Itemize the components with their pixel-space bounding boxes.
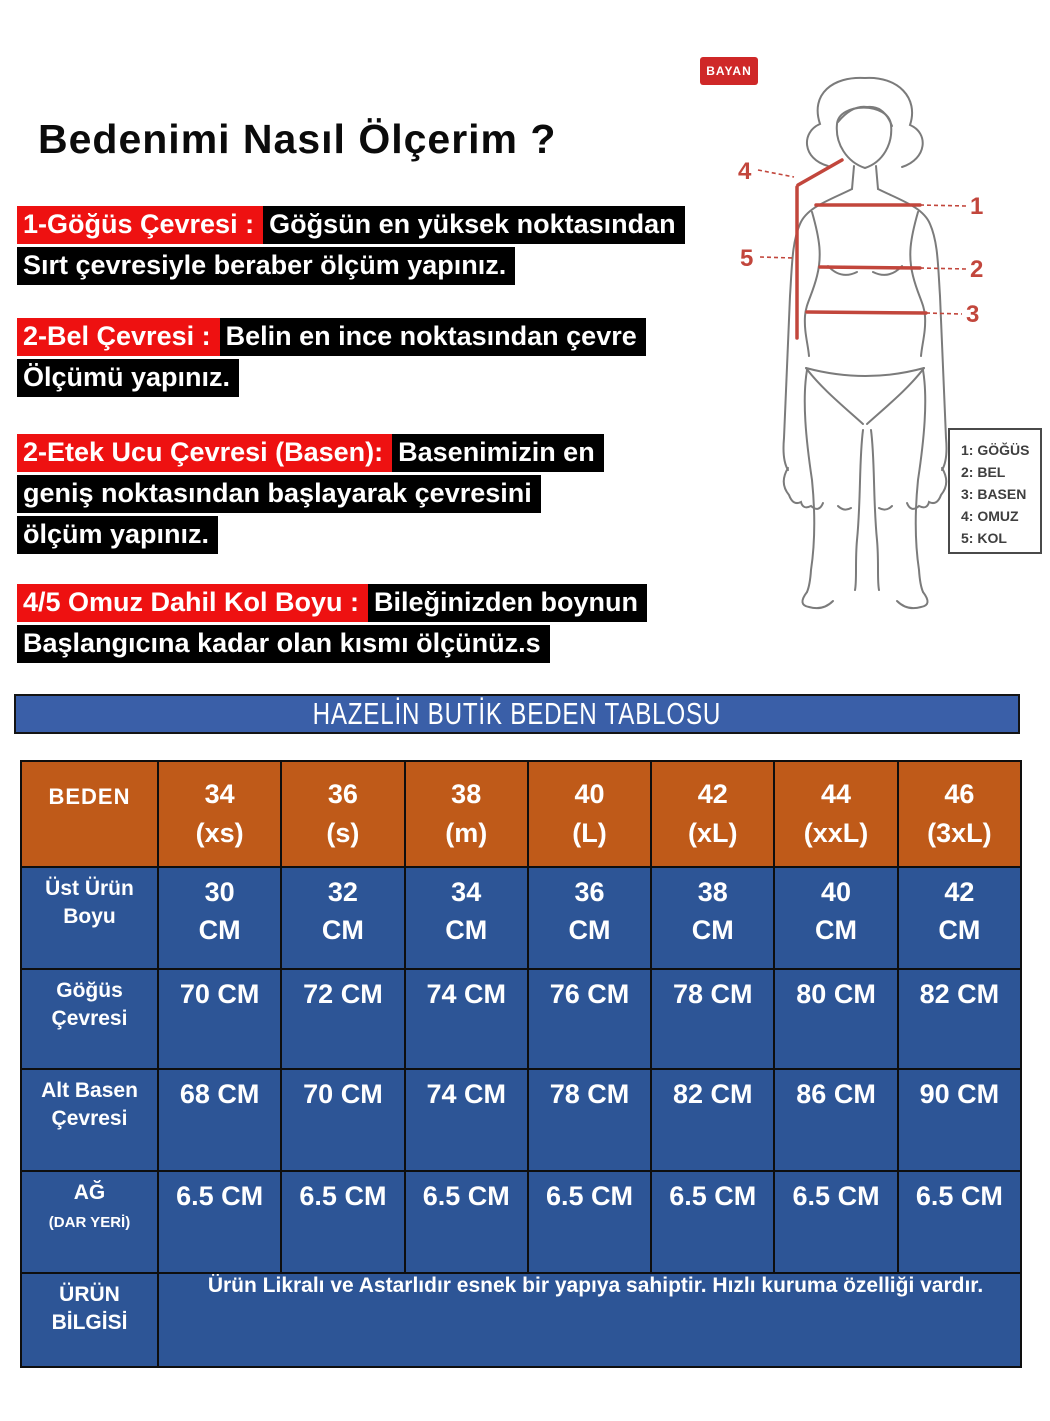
legend-item: 1: GÖĞÜS xyxy=(961,442,1030,458)
measurement-lines: 1 2 3 4 5 xyxy=(738,158,983,340)
table-cell: 36 CM xyxy=(526,866,653,970)
table-cell: 6.5 CM xyxy=(280,1170,406,1274)
instruction-heading: 4/5 Omuz Dahil Kol Boyu : xyxy=(17,584,369,622)
instruction-text: Belin en ince noktasından çevre xyxy=(219,318,646,356)
product-info-cell: Ürün Likralı ve Astarlıdır esnek bir yap… xyxy=(157,1272,1022,1368)
instruction-line: 2-Etek Ucu Çevresi (Basen): Basenimizin e… xyxy=(17,434,604,475)
table-cell: 80 CM xyxy=(773,968,899,1070)
table-cell: 82 CM xyxy=(896,968,1023,1070)
instruction-basen: 2-Etek Ucu Çevresi (Basen): Basenimizin e… xyxy=(17,434,604,557)
marker-4: 4 xyxy=(738,158,752,185)
row-label: Üst Ürün Boyu xyxy=(20,866,159,970)
table-cell: 6.5 CM xyxy=(773,1170,899,1274)
size-table: BEDEN 34 (xs) 36 (s) 38 (m) 40 (L) 42 (xL) 44… xyxy=(20,760,1023,1368)
instruction-text: Ölçümü yapınız. xyxy=(17,359,240,397)
instruction-text: Göğsün en yüksek noktasından xyxy=(263,206,685,244)
row-ust-urun-boyu: Üst Ürün Boyu 30 CM 32 CM 34 CM 36 CM 38 CM 40… xyxy=(20,866,1023,970)
table-cell: 72 CM xyxy=(280,968,406,1070)
table-cell: 30 CM xyxy=(156,866,283,970)
header-size-46: 46 (3xL) xyxy=(896,760,1023,868)
header-size-34: 34 (xs) xyxy=(156,760,283,868)
bayan-badge: BAYAN xyxy=(700,57,758,85)
size-table-title: HAZELİN BUTİK BEDEN TABLOSU xyxy=(312,696,722,731)
legend-item: 2: BEL xyxy=(961,464,1006,480)
instruction-heading: 1-Göğüs Çevresi : xyxy=(17,206,264,244)
header-size-44: 44 (xxL) xyxy=(773,760,899,868)
table-cell: 74 CM xyxy=(403,1068,529,1172)
instruction-bel: 2-Bel Çevresi : Belin en ince noktasından… xyxy=(17,318,646,400)
row-alt-basen-cevresi: Alt Basen Çevresi 68 CM 70 CM 74 CM 78 CM… xyxy=(20,1068,1023,1172)
instruction-line: 1-Göğüs Çevresi : Göğsün en yüksek noktas… xyxy=(17,206,685,247)
table-cell: 6.5 CM xyxy=(403,1170,529,1274)
legend-item: 5: KOL xyxy=(961,530,1007,546)
row-label: ÜRÜN BİLGİSİ xyxy=(20,1272,159,1368)
instruction-line: 2-Bel Çevresi : Belin en ince noktasından… xyxy=(17,318,646,359)
row-urun-bilgisi: ÜRÜN BİLGİSİ Ürün Likralı ve Astarlıdır e… xyxy=(20,1272,1022,1368)
instruction-text: Başlangıcına kadar olan kısmı ölçünüz.s xyxy=(17,625,550,663)
header-beden-cell: BEDEN xyxy=(20,760,159,868)
row-label: Alt Basen Çevresi xyxy=(20,1068,159,1172)
table-cell: 34 CM xyxy=(403,866,529,970)
table-cell: 6.5 CM xyxy=(156,1170,283,1274)
instruction-heading: 2-Bel Çevresi : xyxy=(17,318,220,356)
marker-5: 5 xyxy=(740,245,753,272)
table-cell: 68 CM xyxy=(156,1068,283,1172)
instruction-kol: 4/5 Omuz Dahil Kol Boyu : Bileğinizden bo… xyxy=(17,584,648,666)
table-cell: 78 CM xyxy=(650,968,776,1070)
row-gogus-cevresi: Göğüs Çevresi 70 CM 72 CM 74 CM 76 CM 78 … xyxy=(20,968,1023,1070)
instruction-line: Başlangıcına kadar olan kısmı ölçünüz.s xyxy=(17,625,647,666)
header-size-38: 38 (m) xyxy=(403,760,529,868)
row-label: Göğüs Çevresi xyxy=(20,968,159,1070)
table-cell: 90 CM xyxy=(896,1068,1023,1172)
table-cell: 32 CM xyxy=(280,866,406,970)
woman-outline-sketch xyxy=(782,76,948,610)
measurement-figure: 1 2 3 4 5 xyxy=(738,76,983,610)
instruction-line: 4/5 Omuz Dahil Kol Boyu : Bileğinizden bo… xyxy=(17,584,648,625)
instruction-heading: 2-Etek Ucu Çevresi (Basen): xyxy=(17,434,393,472)
table-header-row: BEDEN 34 (xs) 36 (s) 38 (m) 40 (L) 42 (xL) 44… xyxy=(20,760,1023,868)
marker-2: 2 xyxy=(970,256,983,283)
table-cell: 42 CM xyxy=(896,866,1023,970)
header-size-42: 42 (xL) xyxy=(650,760,776,868)
table-cell: 78 CM xyxy=(526,1068,653,1172)
table-cell: 86 CM xyxy=(773,1068,899,1172)
instruction-text: ölçüm yapınız. xyxy=(17,516,219,554)
instruction-line: Ölçümü yapınız. xyxy=(17,359,646,400)
instruction-line: geniş noktasından başlayarak çevresini xyxy=(17,475,604,516)
table-cell: 6.5 CM xyxy=(526,1170,653,1274)
table-cell: 6.5 CM xyxy=(650,1170,776,1274)
table-cell: 74 CM xyxy=(403,968,529,1070)
marker-3: 3 xyxy=(966,301,979,328)
table-cell: 82 CM xyxy=(650,1068,776,1172)
instruction-line: ölçüm yapınız. xyxy=(17,516,604,557)
size-table-title-bar: HAZELİN BUTİK BEDEN TABLOSU xyxy=(14,694,1020,734)
instruction-text: geniş noktasından başlayarak çevresini xyxy=(17,475,541,513)
table-cell: 38 CM xyxy=(650,866,776,970)
row-label: AĞ (DAR YERİ) xyxy=(20,1170,159,1274)
legend-item: 3: BASEN xyxy=(961,486,1027,502)
table-cell: 40 CM xyxy=(773,866,899,970)
table-cell: 70 CM xyxy=(280,1068,406,1172)
instruction-line: Sırt çevresiyle beraber ölçüm yapınız. xyxy=(17,247,685,288)
instruction-text: Sırt çevresiyle beraber ölçüm yapınız. xyxy=(17,247,516,285)
legend-item: 4: OMUZ xyxy=(961,508,1019,524)
instruction-text: Bileğinizden boynun xyxy=(368,584,648,622)
instruction-gogus: 1-Göğüs Çevresi : Göğsün en yüksek noktas… xyxy=(17,206,685,288)
header-size-36: 36 (s) xyxy=(280,760,406,868)
page-title: Bedenimi Nasıl Ölçerim ? xyxy=(38,116,557,162)
table-cell: 70 CM xyxy=(156,968,283,1070)
header-size-40: 40 (L) xyxy=(526,760,653,868)
marker-1: 1 xyxy=(970,193,983,220)
instruction-text: Basenimizin en xyxy=(392,434,604,472)
figure-legend: 1: GÖĞÜS 2: BEL 3: BASEN 4: OMUZ 5: KOL xyxy=(948,428,1042,554)
row-ag-dar-yeri: AĞ (DAR YERİ) 6.5 CM 6.5 CM 6.5 CM 6.5 CM… xyxy=(20,1170,1023,1274)
table-cell: 76 CM xyxy=(526,968,653,1070)
table-cell: 6.5 CM xyxy=(896,1170,1023,1274)
